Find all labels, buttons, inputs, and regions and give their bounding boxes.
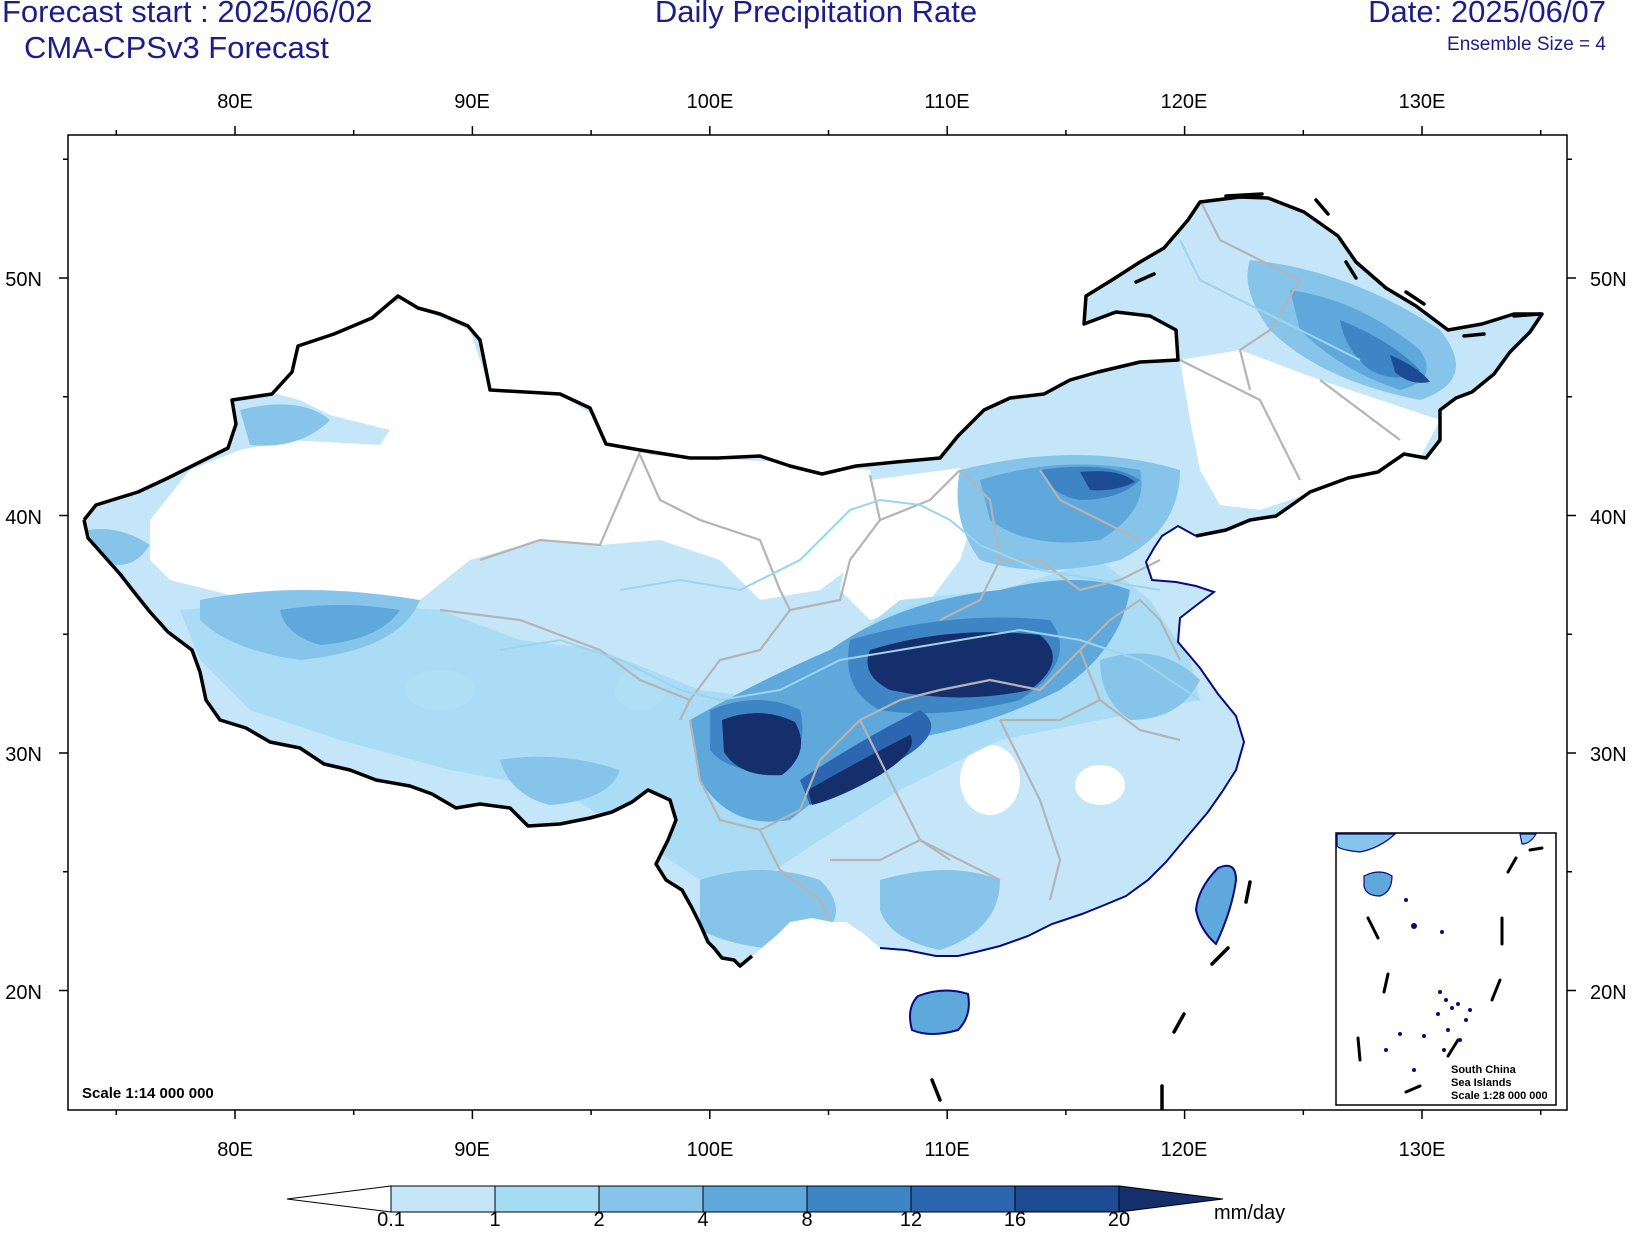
chart-title: Daily Precipitation Rate	[654, 0, 978, 29]
lon-label-100e-top: 100E	[687, 91, 734, 113]
colorbar-swatch	[494, 1185, 600, 1213]
colorbar-swatch	[702, 1185, 808, 1213]
lat-labels-right: 50N 40N 30N 20N	[1590, 269, 1627, 1004]
colorbar-swatch	[910, 1185, 1016, 1213]
national-border	[82, 195, 1544, 538]
colorbar-label-12: 12	[900, 1209, 922, 1231]
taiwan-island	[1194, 864, 1238, 946]
colorbar-over-triangle	[1118, 1185, 1224, 1213]
map-scale-label: Scale 1:14 000 000	[82, 1085, 214, 1102]
lat-label-30n-left: 30N	[5, 744, 42, 766]
lat-label-50n-right: 50N	[1590, 269, 1627, 291]
colorbar	[286, 1185, 1224, 1213]
colorbar-swatch	[598, 1185, 704, 1213]
inset-islands	[1384, 898, 1472, 1072]
lat-label-40n-left: 40N	[5, 507, 42, 529]
lat-labels-left: 50N 40N 30N 20N	[5, 269, 42, 1004]
colorbar-unit-label: mm/day	[1214, 1202, 1285, 1224]
colorbar-label-20: 20	[1108, 1209, 1130, 1231]
south-china-sea-inset: South China Sea Islands Scale 1:28 000 0…	[1335, 832, 1557, 1106]
lat-label-30n-right: 30N	[1590, 744, 1627, 766]
coastline	[879, 524, 1246, 957]
ensemble-size-label: Ensemble Size = 4	[1447, 34, 1606, 55]
lon-label-80e-top: 80E	[217, 91, 253, 113]
lat-label-40n-right: 40N	[1590, 507, 1627, 529]
colorbar-swatch	[390, 1185, 496, 1213]
colorbar-label-4: 4	[697, 1209, 708, 1231]
lon-label-120e-bottom: 120E	[1161, 1139, 1208, 1161]
colorbar-labels: 0.1 1 2 4 8 12 16 20	[377, 1209, 1130, 1231]
lon-label-120e-top: 120E	[1161, 91, 1208, 113]
inset-title-line1: South China	[1451, 1064, 1517, 1076]
axis-ticks	[59, 126, 1576, 1119]
inset-boundary-dashes	[1356, 846, 1544, 1094]
lat-label-20n-left: 20N	[5, 982, 42, 1004]
lat-label-50n-left: 50N	[5, 269, 42, 291]
hainan-island	[909, 989, 970, 1035]
inset-title-line2: Sea Islands	[1451, 1077, 1512, 1089]
lat-label-20n-right: 20N	[1590, 982, 1627, 1004]
lon-label-90e-bottom: 90E	[454, 1139, 490, 1161]
colorbar-label-8: 8	[801, 1209, 812, 1231]
lon-label-110e-bottom: 110E	[924, 1139, 969, 1161]
lon-label-80e-bottom: 80E	[217, 1139, 253, 1161]
inset-hainan-island	[1363, 871, 1393, 897]
lon-label-90e-top: 90E	[454, 91, 490, 113]
colorbar-label-1: 1	[489, 1209, 500, 1231]
lon-label-100e-bottom: 100E	[687, 1139, 734, 1161]
colorbar-label-2: 2	[593, 1209, 604, 1231]
valid-date-label: Date: 2025/06/07	[1368, 0, 1606, 29]
colorbar-under-triangle	[286, 1185, 392, 1213]
model-label: CMA-CPSv3 Forecast	[24, 30, 329, 65]
province-borders	[439, 199, 1401, 921]
forecast-start-label: Forecast start : 2025/06/02	[2, 0, 373, 29]
lon-label-110e-top: 110E	[924, 91, 969, 113]
rivers	[499, 239, 1361, 702]
colorbar-label-16: 16	[1004, 1209, 1026, 1231]
colorbar-label-0.1: 0.1	[377, 1209, 405, 1231]
lon-labels-top: 80E 90E 100E 110E 120E 130E	[217, 91, 1445, 113]
colorbar-swatch	[806, 1185, 912, 1213]
inset-scale-label: Scale 1:28 000 000	[1451, 1090, 1548, 1102]
colorbar-swatch	[1014, 1185, 1120, 1213]
lon-label-130e-bottom: 130E	[1399, 1139, 1446, 1161]
lon-label-130e-top: 130E	[1399, 91, 1446, 113]
maritime-boundary-dashes	[930, 192, 1542, 1110]
lon-labels-bottom: 80E 90E 100E 110E 120E 130E	[217, 1139, 1445, 1161]
